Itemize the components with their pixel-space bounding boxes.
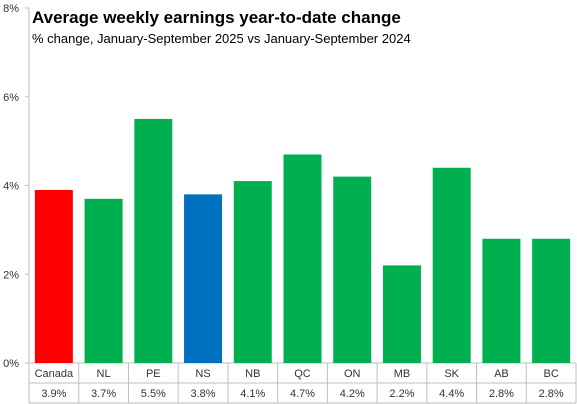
bar-canada: [34, 189, 73, 363]
y-tick-label: 8%: [3, 3, 19, 15]
value-label: 4.4%: [439, 388, 464, 400]
bar-ab: [482, 238, 521, 363]
category-label: NS: [195, 368, 210, 380]
bar-mb: [382, 265, 421, 363]
value-label: 3.8%: [191, 388, 216, 400]
chart-title: Average weekly earnings year-to-date cha…: [32, 8, 401, 27]
category-label: NB: [245, 368, 260, 380]
value-label: 5.5%: [141, 388, 166, 400]
y-tick-label: 4%: [3, 181, 19, 193]
category-label: MB: [394, 368, 411, 380]
category-label: BC: [543, 368, 558, 380]
category-label: NL: [97, 368, 111, 380]
bar-ns: [184, 194, 223, 363]
bar-pe: [134, 118, 173, 363]
bar-sk: [432, 167, 471, 363]
chart-subtitle: % change, January-September 2025 vs Janu…: [32, 31, 411, 46]
value-label: 2.8%: [489, 388, 514, 400]
bar-nl: [84, 198, 123, 363]
value-label: 4.1%: [240, 388, 265, 400]
value-label: 3.9%: [41, 388, 66, 400]
bar-qc: [283, 154, 322, 363]
bar-on: [333, 176, 372, 363]
category-label: ON: [344, 368, 361, 380]
y-tick-label: 2%: [3, 269, 19, 281]
category-label: PE: [146, 368, 161, 380]
category-label: Canada: [35, 368, 74, 380]
value-label: 2.8%: [539, 388, 564, 400]
value-label: 2.2%: [389, 388, 414, 400]
value-label: 3.7%: [91, 388, 116, 400]
y-tick-label: 0%: [3, 358, 19, 370]
category-label: SK: [444, 368, 459, 380]
category-label: AB: [494, 368, 509, 380]
value-label: 4.7%: [290, 388, 315, 400]
bar-nb: [233, 181, 272, 363]
value-label: 4.2%: [340, 388, 365, 400]
category-label: QC: [294, 368, 311, 380]
y-tick-label: 6%: [3, 92, 19, 104]
bar-bc: [532, 238, 571, 363]
